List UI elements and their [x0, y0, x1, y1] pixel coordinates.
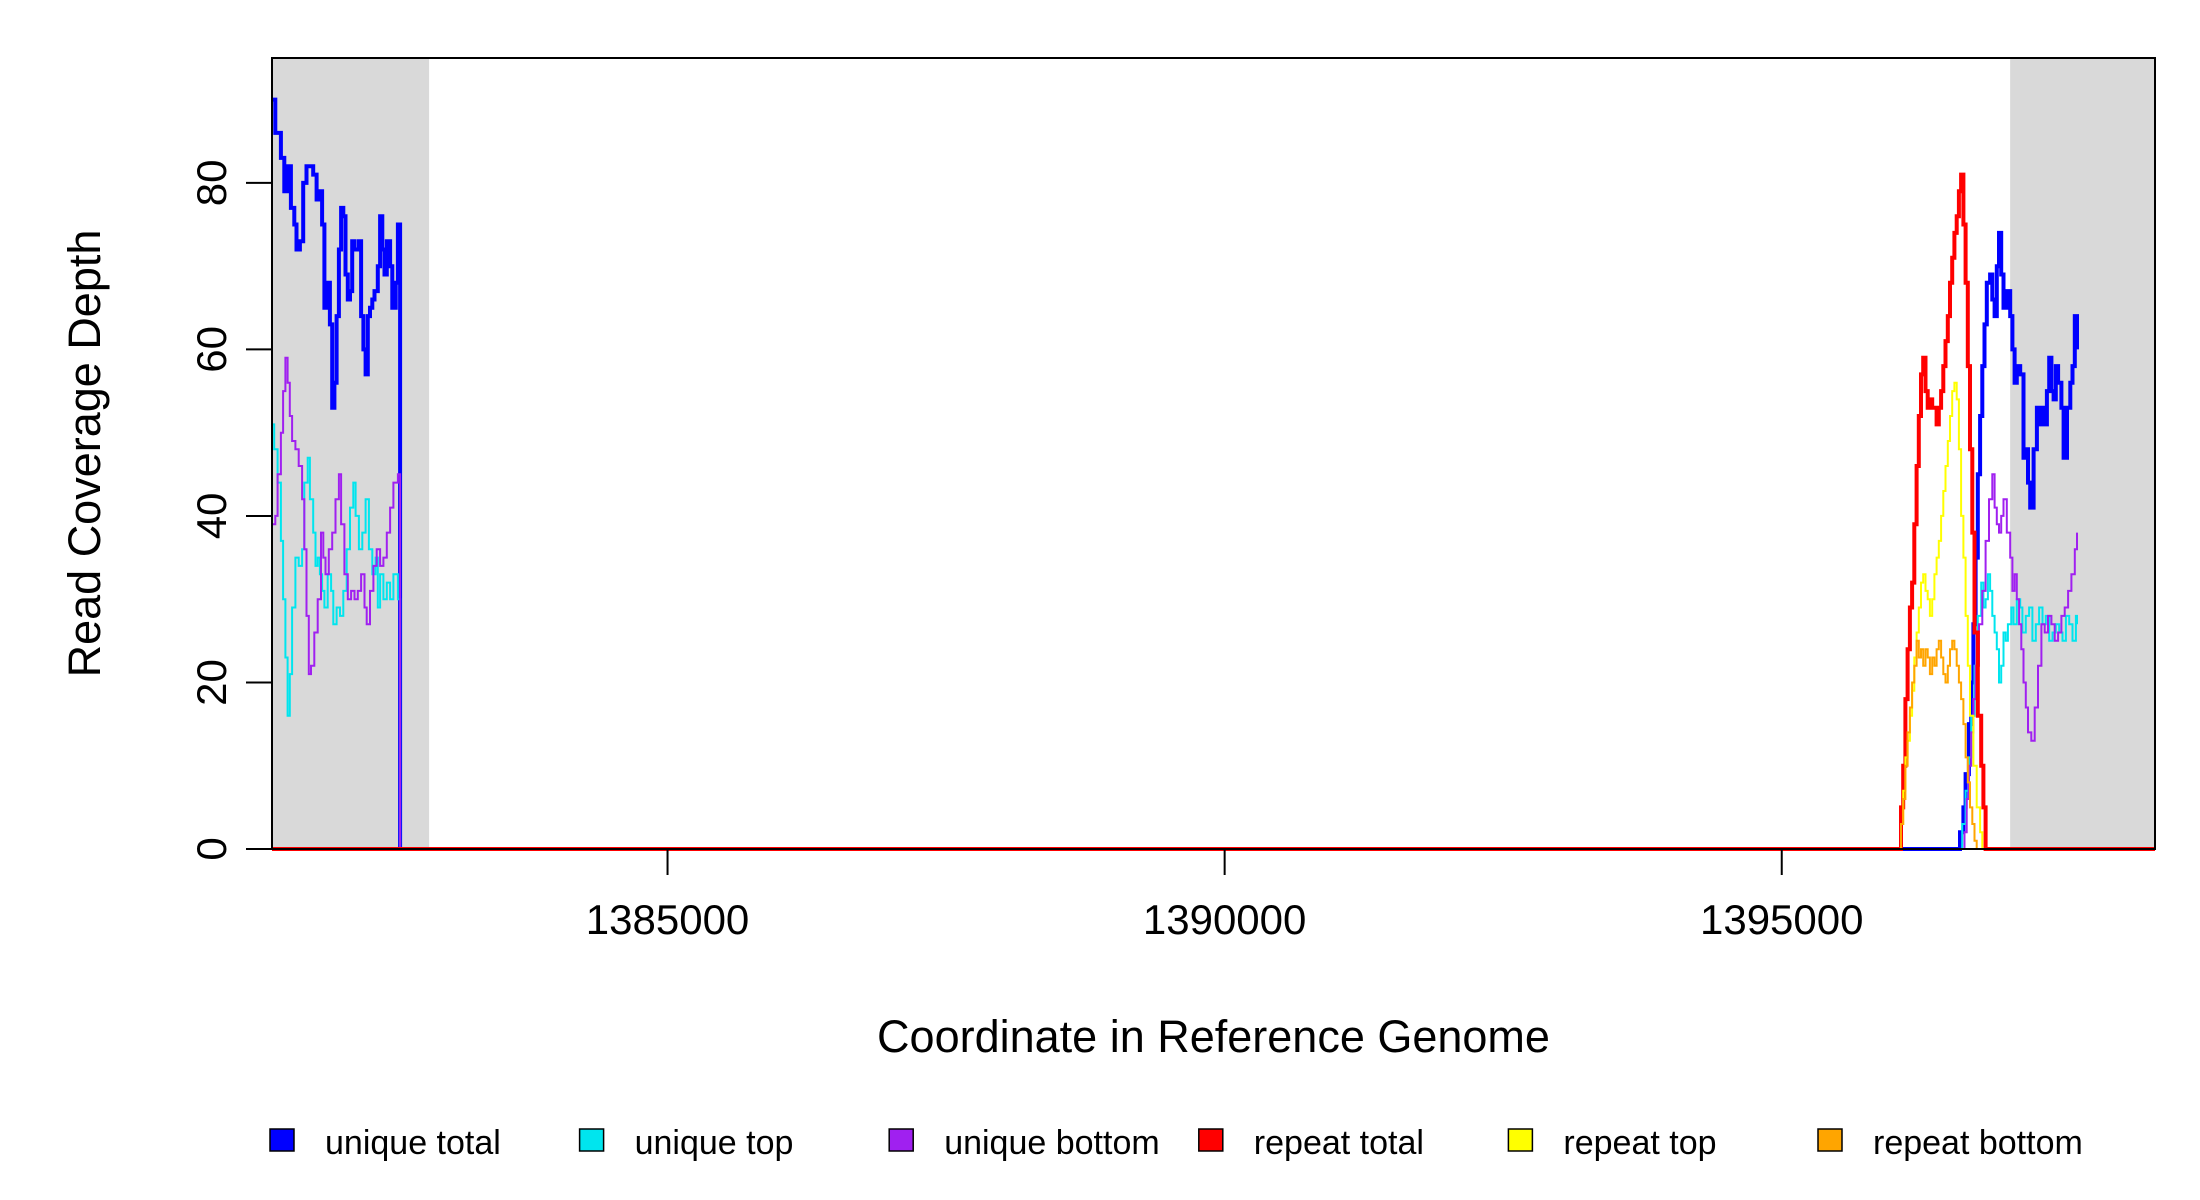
series-lines [272, 97, 2155, 851]
y-tick-label: 40 [188, 493, 235, 540]
legend-label: repeat top [1563, 1124, 1716, 1162]
y-axis: 0 20 40 60 80 [188, 160, 272, 861]
y-tick-label: 0 [188, 837, 235, 860]
legend-label: unique top [635, 1124, 794, 1162]
legend-label: unique total [325, 1124, 501, 1162]
legend-label: unique bottom [944, 1124, 1159, 1162]
legend-label: repeat total [1254, 1124, 1424, 1162]
legend-swatch [1817, 1128, 1843, 1152]
legend-swatch [269, 1128, 295, 1152]
series-line-repeat-bottom [272, 639, 2155, 850]
series-line-repeat-total [272, 172, 2155, 851]
x-tick-label: 1385000 [586, 896, 750, 943]
series-line-repeat-top [272, 381, 2155, 850]
x-axis: 1385000 1390000 1395000 [586, 849, 1864, 943]
legend-swatch [1198, 1128, 1224, 1152]
legend-label: repeat bottom [1873, 1124, 2083, 1162]
shaded-region-1 [272, 58, 430, 849]
legend-swatch [578, 1128, 605, 1152]
x-axis-title: Coordinate in Reference Genome [877, 1011, 1550, 1062]
legend: unique total unique top unique bottom repea… [269, 1124, 2083, 1162]
y-tick-label: 60 [188, 326, 235, 373]
y-tick-label: 20 [188, 659, 235, 706]
shaded-regions [272, 58, 2155, 849]
plot-frame [271, 57, 2156, 850]
x-tick-label: 1390000 [1143, 896, 1307, 943]
x-tick-label: 1395000 [1700, 896, 1864, 943]
series-line-unique-bottom [272, 356, 2078, 850]
y-tick-label: 80 [188, 160, 235, 207]
series-line-unique-total [272, 97, 2079, 851]
legend-swatch [888, 1128, 914, 1152]
series-line-unique-top [272, 423, 2078, 850]
legend-swatch [1507, 1128, 1534, 1152]
y-axis-title: Read Coverage Depth [59, 230, 110, 678]
